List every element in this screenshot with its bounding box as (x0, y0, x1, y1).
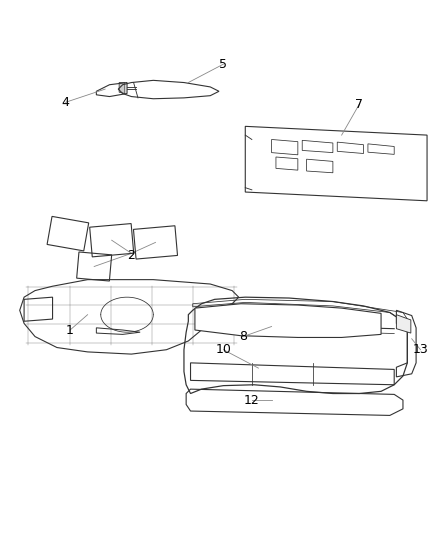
Text: 4: 4 (62, 96, 70, 109)
Text: 7: 7 (355, 98, 363, 111)
Text: 1: 1 (66, 324, 74, 336)
Text: 5: 5 (219, 58, 227, 71)
Text: 13: 13 (413, 343, 428, 356)
Text: 8: 8 (239, 330, 247, 343)
Text: 12: 12 (244, 393, 260, 407)
Text: 10: 10 (215, 343, 231, 356)
Polygon shape (396, 314, 411, 333)
Polygon shape (119, 83, 125, 93)
Polygon shape (195, 304, 381, 337)
Text: 2: 2 (127, 249, 135, 262)
